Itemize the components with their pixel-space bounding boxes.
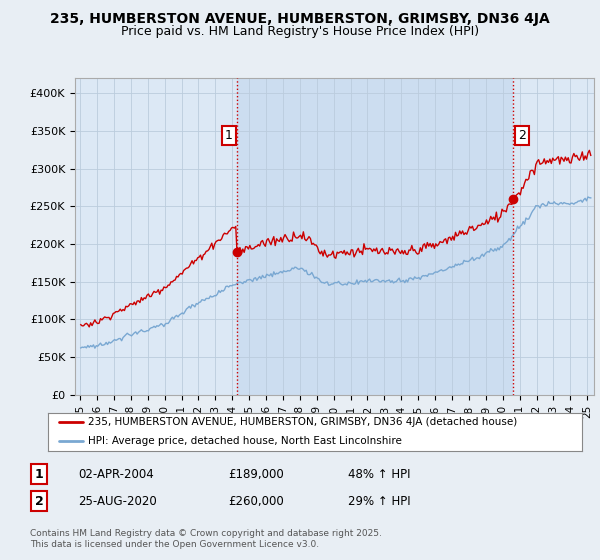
- Text: 25-AUG-2020: 25-AUG-2020: [78, 494, 157, 508]
- Text: £189,000: £189,000: [228, 468, 284, 481]
- Text: Price paid vs. HM Land Registry's House Price Index (HPI): Price paid vs. HM Land Registry's House …: [121, 25, 479, 38]
- Text: 48% ↑ HPI: 48% ↑ HPI: [348, 468, 410, 481]
- Text: £260,000: £260,000: [228, 494, 284, 508]
- Text: 1: 1: [35, 468, 43, 481]
- Bar: [237, 78, 513, 395]
- Text: 235, HUMBERSTON AVENUE, HUMBERSTON, GRIMSBY, DN36 4JA: 235, HUMBERSTON AVENUE, HUMBERSTON, GRIM…: [50, 12, 550, 26]
- Text: Contains HM Land Registry data © Crown copyright and database right 2025.
This d: Contains HM Land Registry data © Crown c…: [30, 529, 382, 549]
- Text: HPI: Average price, detached house, North East Lincolnshire: HPI: Average price, detached house, Nort…: [88, 436, 402, 446]
- Text: 02-APR-2004: 02-APR-2004: [78, 468, 154, 481]
- Text: 29% ↑ HPI: 29% ↑ HPI: [348, 494, 410, 508]
- Text: 235, HUMBERSTON AVENUE, HUMBERSTON, GRIMSBY, DN36 4JA (detached house): 235, HUMBERSTON AVENUE, HUMBERSTON, GRIM…: [88, 417, 517, 427]
- Text: 2: 2: [518, 129, 526, 142]
- Text: 2: 2: [35, 494, 43, 508]
- Text: 1: 1: [225, 129, 233, 142]
